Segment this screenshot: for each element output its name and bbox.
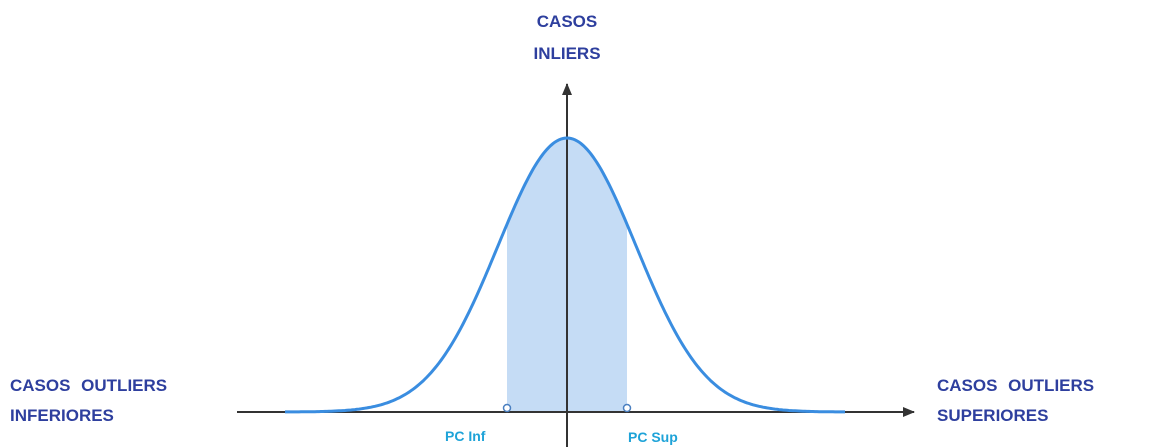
right-label: CASOS OUTLIERS (937, 376, 1094, 395)
right-label: SUPERIORES (937, 406, 1048, 425)
normal-curve (285, 136, 845, 414)
top-label: INLIERS (533, 44, 600, 63)
lower-cutoff-point (502, 403, 512, 413)
left-label: CASOS OUTLIERS (10, 376, 167, 395)
lower-cutoff-label: PC Inf (445, 428, 486, 444)
top-label: CASOS (537, 12, 597, 31)
upper-cutoff-label: PC Sup (628, 429, 678, 445)
upper-cutoff-point (622, 403, 632, 413)
left-label: INFERIORES (10, 406, 114, 425)
